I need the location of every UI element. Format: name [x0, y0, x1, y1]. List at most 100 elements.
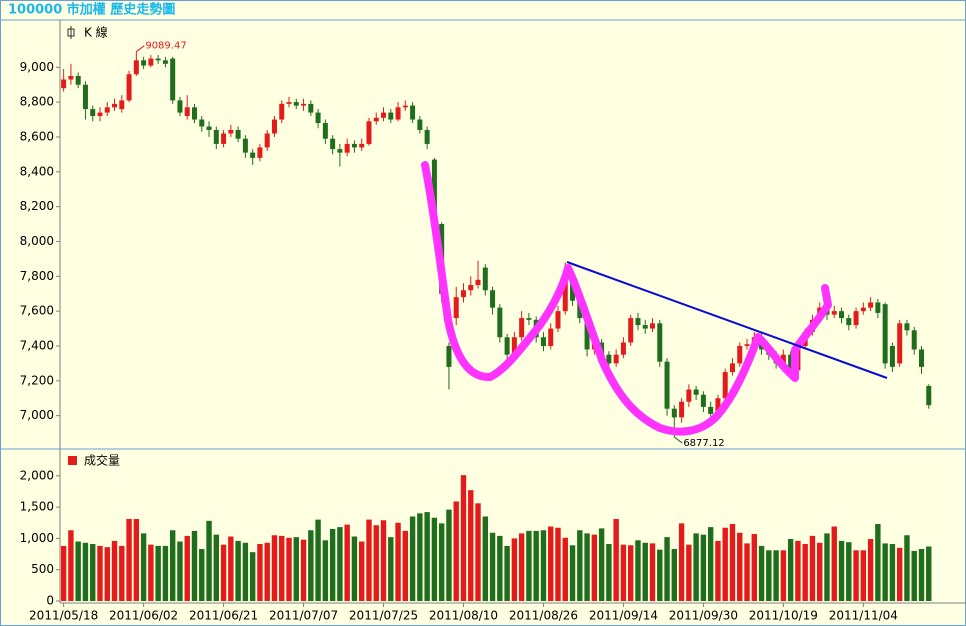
volume-bar: [199, 549, 205, 601]
candle-body: [511, 337, 517, 355]
x-tick-label: 2011/09/14: [589, 609, 658, 623]
annotation-leader: [674, 436, 683, 444]
candle-body: [366, 121, 372, 144]
candle-body: [722, 372, 728, 399]
x-tick-label: 2011/08/26: [509, 609, 578, 623]
x-tick-label: 2011/08/10: [429, 609, 498, 623]
candle-body: [460, 290, 466, 298]
volume-bar: [68, 530, 74, 601]
candle-body: [926, 386, 932, 406]
candle-body: [177, 100, 183, 113]
candle-body: [330, 138, 336, 150]
candle-body: [679, 401, 685, 418]
volume-bar: [591, 534, 598, 601]
volume-bar: [220, 544, 227, 601]
volume-bar: [286, 537, 292, 601]
volume-bar: [242, 542, 249, 601]
candle-body: [199, 119, 205, 127]
candle-body: [904, 323, 910, 331]
candle-body: [737, 345, 743, 364]
volume-bar: [155, 545, 161, 601]
volume-bar: [322, 540, 329, 601]
x-tick-label: 2011/09/30: [669, 609, 738, 623]
candle-body: [620, 342, 626, 355]
volume-bar: [90, 544, 96, 601]
candle-body: [453, 297, 459, 319]
volume-bar: [264, 542, 270, 601]
volume-bar: [438, 523, 445, 601]
candle-body: [242, 138, 248, 153]
candle-body: [97, 112, 103, 117]
y-tick-label: 8,200: [20, 199, 54, 213]
y-tick-label: 7,400: [20, 338, 54, 352]
volume-bar: [104, 547, 110, 601]
candle-body: [613, 354, 619, 364]
candle-body: [90, 109, 96, 117]
y-tick-label: 0: [46, 594, 54, 608]
max-label: 9089.47: [145, 41, 186, 52]
candle-body: [148, 58, 154, 66]
volume-bar: [598, 528, 605, 601]
volume-bar: [620, 544, 627, 601]
candle-body: [853, 311, 859, 326]
candle-body: [381, 112, 387, 118]
volume-bar: [853, 550, 859, 601]
volume-bar: [518, 533, 525, 601]
volume-bar: [497, 535, 503, 601]
candle-body: [228, 129, 234, 134]
candle-body: [373, 117, 379, 122]
volume-bar: [904, 535, 910, 601]
volume-bar: [860, 550, 867, 601]
candle-body: [497, 307, 503, 338]
volume-bar: [359, 541, 365, 601]
candle-body: [322, 123, 328, 139]
candle-body: [344, 143, 350, 153]
y-tick-label: 7,200: [20, 373, 54, 387]
candle-body: [250, 152, 256, 158]
candle-body: [213, 129, 219, 144]
volume-bar: [817, 542, 823, 601]
volume-bar: [460, 475, 467, 601]
candle-body: [206, 126, 212, 130]
annotation-leader: [136, 45, 145, 53]
volume-bar: [329, 529, 336, 601]
candle-body: [700, 394, 706, 407]
candle-body: [788, 354, 794, 371]
candle-body: [75, 75, 81, 85]
volume-bar: [446, 509, 452, 601]
volume-bar: [344, 524, 350, 601]
candle-body: [686, 389, 692, 402]
candle-body: [548, 328, 554, 346]
volume-bar: [795, 540, 801, 601]
volume-bar: [249, 552, 256, 601]
candle-body: [264, 133, 270, 148]
volume-bar: [82, 542, 89, 601]
x-tick-label: 2011/07/25: [349, 609, 418, 623]
candle-body: [235, 129, 241, 139]
volume-bar: [402, 530, 409, 601]
volume-bar: [169, 530, 176, 601]
x-tick-label: 2011/11/04: [829, 609, 898, 623]
candle-body: [410, 105, 416, 120]
candle-body: [337, 149, 343, 153]
volume-bar: [882, 543, 888, 601]
volume-bar: [453, 501, 459, 601]
candle-body: [133, 60, 139, 75]
volume-bar: [664, 537, 670, 601]
candle-body: [162, 60, 168, 64]
volume-bar: [606, 544, 612, 601]
volume-bar: [213, 534, 220, 601]
y-tick-label: 9,000: [20, 60, 54, 74]
volume-bar: [308, 530, 314, 601]
y-tick-label: 7,600: [20, 304, 54, 318]
trend-line: [566, 261, 888, 379]
candle-body: [846, 318, 852, 326]
volume-bar: [678, 523, 685, 601]
candle-body: [351, 143, 357, 148]
candle-body: [482, 267, 488, 291]
volume-bar: [431, 517, 438, 601]
volume-bar: [257, 544, 263, 601]
volume-bar: [838, 540, 845, 601]
volume-bar: [373, 525, 379, 601]
